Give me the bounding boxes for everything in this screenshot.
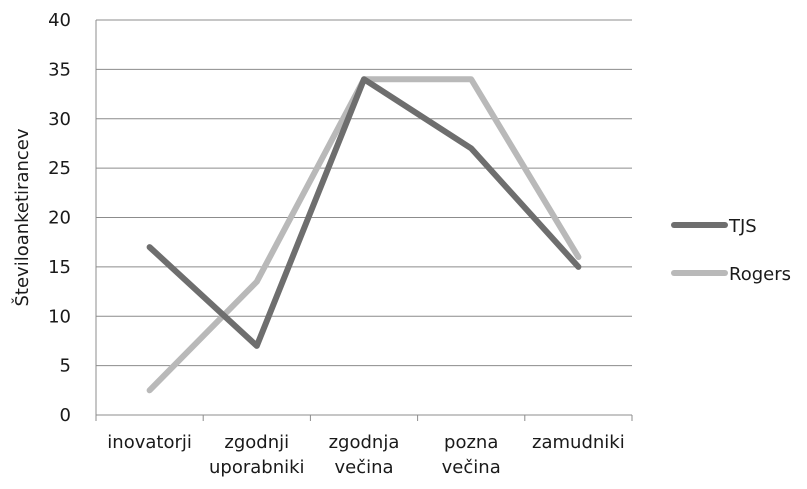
series-line-rogers (150, 79, 579, 390)
x-tick-label-line: pozna (444, 432, 498, 453)
legend-label-tjs: TJS (728, 216, 757, 237)
x-tick-label: zamudniki (532, 432, 625, 453)
y-tick-label: 40 (48, 10, 71, 31)
x-tick-label-line: zamudniki (532, 432, 625, 453)
x-tick-label-line: zgodnji (224, 432, 289, 453)
tick-labels: 0 5 10 15 20 25 30 35 40 inovatorji zgodnji uporabn… (48, 10, 625, 478)
series-lines (150, 79, 579, 390)
y-tick-label: 15 (48, 257, 71, 278)
x-tick-label-line: večina (442, 457, 501, 478)
x-tick-label: inovatorji (107, 432, 192, 453)
y-axis-title: Številoanketirancev (11, 128, 33, 306)
x-tick-label: zgodnja večina (329, 432, 400, 478)
x-tick-label-line: uporabniki (209, 457, 305, 478)
y-tick-label: 35 (48, 59, 71, 80)
y-tick-label: 30 (48, 109, 71, 130)
x-tick-label-line: zgodnja (329, 432, 400, 453)
gridlines (96, 20, 632, 366)
x-tick-label: zgodnji uporabniki (209, 432, 305, 478)
y-tick-label: 5 (60, 356, 71, 377)
y-tick-label: 25 (48, 158, 71, 179)
y-tick-label: 20 (48, 208, 71, 229)
legend-label-rogers: Rogers (729, 264, 791, 285)
x-tick-label-line: večina (334, 457, 393, 478)
x-tick-label-line: inovatorji (107, 432, 192, 453)
legend: TJS Rogers (674, 216, 791, 285)
y-tick-label: 10 (48, 306, 71, 327)
x-tick-label: pozna večina (442, 432, 501, 478)
y-tick-label: 0 (60, 405, 71, 426)
